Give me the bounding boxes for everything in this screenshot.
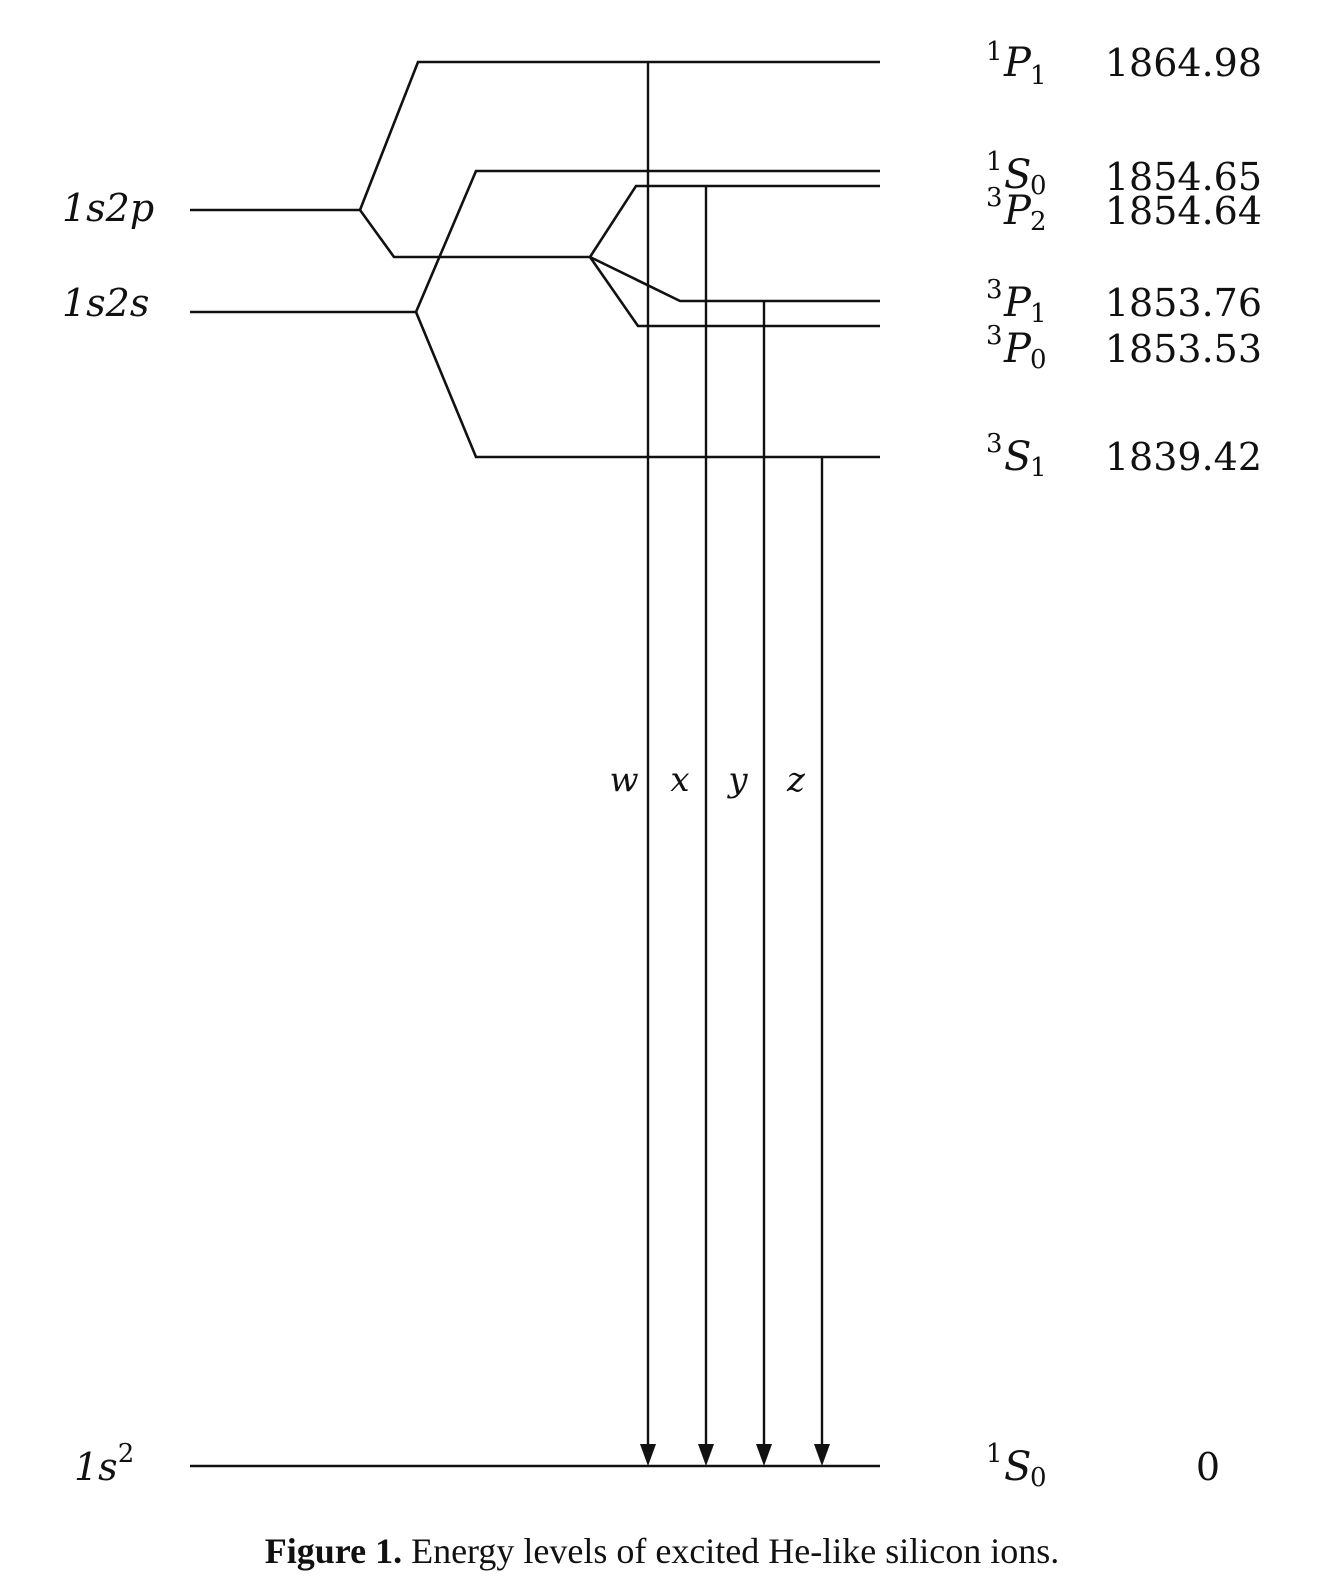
transition-y-arrowhead — [756, 1444, 772, 1466]
term-3P0-sub: 0 — [1030, 345, 1047, 375]
term-ground: 1 S 0 — [986, 1439, 1047, 1493]
term-1P1-sub: 1 — [1030, 61, 1047, 91]
config-label-1s2p: 1s2p — [62, 186, 154, 230]
transition-x-arrowhead — [698, 1444, 714, 1466]
term-1P1: 1 P 1 — [986, 37, 1047, 91]
term-1S0-sub: 0 — [1030, 171, 1047, 201]
term-3P0-letter: P — [1003, 326, 1032, 372]
term-ground-mult: 1 — [986, 1439, 1003, 1469]
split-1s2s-singlet — [414, 169, 880, 313]
split-1s2p-triplet — [358, 209, 590, 259]
split-1s2s-triplet — [414, 311, 880, 459]
term-3P2-sub: 2 — [1030, 207, 1047, 237]
term-3P0-mult: 3 — [986, 321, 1003, 351]
transition-y-label: y — [726, 760, 748, 800]
caption-figure-number: Figure 1. — [264, 1531, 403, 1571]
term-3P1-letter: P — [1003, 280, 1032, 326]
term-3P2-letter: P — [1003, 188, 1032, 234]
split-3P0 — [588, 256, 880, 328]
term-3S1-sub: 1 — [1030, 453, 1047, 483]
term-3P1-mult: 3 — [986, 275, 1003, 305]
term-3P1: 3 P 1 — [986, 275, 1047, 329]
energy-level-diagram: w x y z 1s2p 1s2s 1s2 1 P 1 1 S 0 3 P 2 … — [62, 37, 1262, 1493]
transition-z-label: z — [786, 760, 806, 800]
term-3P1-sub: 1 — [1030, 299, 1047, 329]
config-ground-main: 1s — [74, 1445, 118, 1489]
transition-z-arrowhead — [814, 1444, 830, 1466]
term-1S0: 1 S 0 — [986, 147, 1047, 201]
term-3P2-mult: 3 — [986, 183, 1003, 213]
term-1P1-letter: P — [1003, 40, 1032, 86]
energy-ground: 0 — [1196, 1445, 1220, 1489]
energy-3P0: 1853.53 — [1105, 327, 1262, 371]
term-ground-sub: 0 — [1030, 1463, 1047, 1493]
energy-3P2: 1854.64 — [1105, 189, 1262, 233]
config-ground-sup: 2 — [118, 1439, 135, 1469]
split-3P2 — [588, 184, 880, 258]
energy-1P1: 1864.98 — [1105, 41, 1262, 85]
term-3S1-mult: 3 — [986, 429, 1003, 459]
energy-3P1: 1853.76 — [1105, 281, 1262, 325]
config-label-1s2s: 1s2s — [62, 281, 149, 325]
term-3S1-letter: S — [1004, 434, 1031, 480]
energy-1S0: 1854.65 — [1105, 155, 1262, 199]
config-label-ground: 1s2 — [74, 1439, 134, 1489]
term-ground-letter: S — [1004, 1444, 1031, 1490]
term-1S0-letter: S — [1004, 152, 1031, 198]
term-3P0: 3 P 0 — [986, 321, 1047, 375]
term-1S0-mult: 1 — [986, 147, 1003, 177]
transition-w-label: w — [609, 760, 638, 800]
figure-caption: Figure 1. Energy levels of excited He-li… — [0, 1530, 1324, 1572]
term-1P1-mult: 1 — [986, 37, 1003, 67]
transition-w-arrowhead — [640, 1444, 656, 1466]
split-1s2p-singlet — [358, 60, 880, 211]
transition-x-label: x — [670, 760, 689, 800]
split-3P1 — [589, 255, 880, 303]
caption-text: Energy levels of excited He-like silicon… — [402, 1531, 1060, 1571]
energy-3S1: 1839.42 — [1105, 435, 1262, 479]
term-3P2: 3 P 2 — [986, 183, 1047, 237]
term-3S1: 3 S 1 — [986, 429, 1047, 483]
